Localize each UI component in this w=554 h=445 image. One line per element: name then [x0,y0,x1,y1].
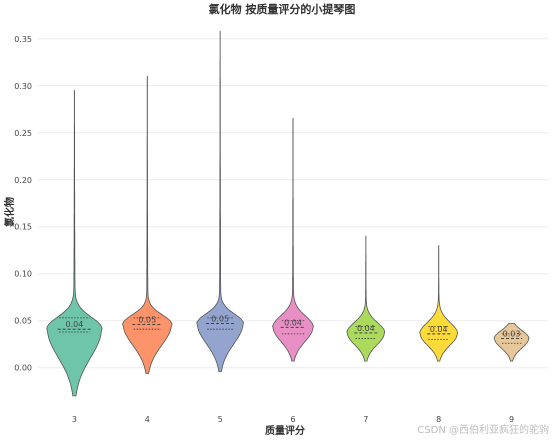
median-label: 0.05 [138,315,156,324]
x-tick-label: 9 [509,415,514,424]
y-tick-label: 0.35 [14,35,32,44]
x-tick-label: 7 [363,415,368,424]
x-tick-label: 5 [218,415,223,424]
median-label: 0.04 [284,318,302,327]
x-axis-label: 质量评分 [265,424,305,437]
y-tick-label: 0.10 [14,270,32,279]
violin-body-8 [419,245,459,362]
y-tick-label: 0.00 [14,364,32,373]
y-tick-label: 0.20 [14,176,32,185]
median-label: 0.03 [503,330,521,339]
y-axis-label: 氯化物 [3,197,16,227]
x-tick-label: 6 [290,415,295,424]
median-label: 0.04 [357,324,375,333]
violin-body-6 [272,118,314,362]
y-ticks: 0.00 0.05 0.10 0.15 0.20 0.25 0.30 0.35 [14,35,32,373]
x-ticks: 3 4 5 6 7 8 9 [72,415,514,424]
violins: 0.04 0.05 0.05 0.04 0.04 0.04 0.03 [46,30,530,397]
x-tick-label: 4 [145,415,150,424]
violin-body-9 [493,323,530,362]
median-label: 0.05 [211,315,229,324]
violin-body-5 [196,30,244,372]
violin-body-4 [122,76,173,374]
y-tick-label: 0.25 [14,129,32,138]
violin-body-7 [346,235,386,362]
x-tick-label: 8 [436,415,441,424]
violin-body-3 [46,90,103,397]
watermark: CSDN @西伯利亚疯狂的驼驹 [417,423,549,436]
y-tick-label: 0.05 [14,317,32,326]
y-tick-label: 0.15 [14,223,32,232]
median-label: 0.04 [430,325,448,334]
chart-title: 氯化物 按质量评分的小提琴图 [209,2,356,16]
median-label: 0.04 [66,320,84,329]
y-tick-label: 0.30 [14,82,32,91]
x-tick-label: 3 [72,415,77,424]
